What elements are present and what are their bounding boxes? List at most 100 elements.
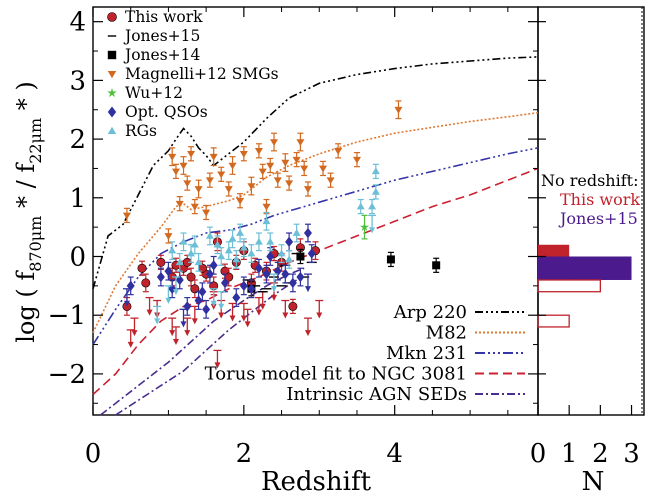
point-magnelli-12-smgs — [194, 186, 203, 193]
point-rgs — [190, 240, 199, 248]
x-tick-label: 0 — [85, 439, 102, 469]
upper-limit-arrow-head — [316, 312, 323, 319]
legend-marker-jones-14 — [107, 50, 117, 60]
series-this-work — [122, 232, 324, 369]
upper-limit-arrow-head — [259, 303, 266, 310]
upper-limit-arrow-head — [214, 362, 221, 369]
legend-label-jones-14: Jones+14 — [123, 46, 201, 64]
legend-label-intrinsic-agn-seds: Intrinsic AGN SEDs — [286, 384, 467, 405]
point-magnelli-12-smgs — [258, 168, 267, 176]
point-opt-qsos — [175, 274, 184, 286]
point-magnelli-12-smgs — [334, 148, 343, 155]
point-rgs — [228, 234, 237, 242]
point-opt-qsos — [296, 271, 305, 283]
point-rgs — [175, 258, 184, 266]
point-opt-qsos — [247, 283, 256, 294]
point-opt-qsos — [198, 286, 207, 297]
point-magnelli-12-smgs — [262, 203, 271, 211]
legend-marker-opt-qsos — [107, 106, 117, 118]
point-opt-qsos — [239, 280, 248, 292]
point-magnelli-12-smgs — [190, 203, 199, 211]
legend-marker-wu-12 — [107, 88, 117, 98]
point-magnelli-12-smgs — [202, 209, 211, 217]
point-magnelli-12-smgs — [394, 106, 403, 114]
upper-limit-arrow-head — [271, 294, 278, 301]
upper-limit-arrow-head — [154, 318, 161, 325]
point-opt-qsos — [307, 248, 316, 259]
point-opt-qsos — [205, 268, 214, 280]
point-magnelli-12-smgs — [187, 150, 196, 158]
point-magnelli-12-smgs — [247, 183, 256, 191]
point-magnelli-12-smgs — [122, 212, 131, 220]
y-tick-label: 4 — [69, 8, 86, 38]
point-magnelli-12-smgs — [171, 168, 180, 176]
point-rgs — [277, 249, 286, 257]
upper-limit-arrow-head — [191, 318, 198, 325]
point-magnelli-12-smgs — [296, 139, 305, 147]
point-magnelli-12-smgs — [270, 139, 279, 147]
point-magnelli-12-smgs — [209, 153, 218, 161]
upper-limit-arrow-head — [218, 303, 225, 310]
hist-annotation-no-redshift: No redshift: — [541, 171, 638, 190]
curve-intrinsic-agn-seds-2 — [115, 279, 298, 416]
point-magnelli-12-smgs — [273, 177, 282, 185]
upper-limit-arrow-head — [304, 330, 311, 337]
point-magnelli-12-smgs — [266, 162, 275, 170]
point-opt-qsos — [262, 268, 271, 280]
point-jones-14 — [432, 261, 441, 270]
point-opt-qsos — [273, 265, 282, 277]
point-magnelli-12-smgs — [236, 197, 245, 205]
legend-label-jones-15: Jones+15 — [123, 27, 200, 45]
y-tick-label: 2 — [69, 125, 86, 155]
point-rgs — [254, 237, 263, 245]
upper-limit-arrow-head — [218, 312, 225, 319]
hist-bar-this-work — [538, 244, 570, 257]
series-magnelli-12-smgs — [122, 100, 403, 244]
point-opt-qsos — [303, 227, 312, 239]
upper-limit-arrow-head — [180, 321, 187, 328]
point-magnelli-12-smgs — [352, 156, 361, 164]
upper-limit-arrow-head — [244, 321, 251, 328]
upper-limit-arrow-head — [240, 315, 247, 322]
legend-label-rgs: RGs — [125, 122, 157, 140]
legend-label-torus-model-fit-to-ngc-3081: Torus model fit to NGC 3081 — [205, 364, 467, 385]
upper-limit-arrow-head — [169, 330, 176, 337]
histogram-bars — [537, 244, 632, 328]
point-magnelli-12-smgs — [239, 150, 248, 158]
series-wu-12 — [360, 214, 370, 240]
curve-intrinsic-agn-seds-1 — [100, 267, 305, 416]
hist-label-this-work: This work — [560, 190, 640, 209]
point-opt-qsos — [156, 271, 165, 283]
point-magnelli-12-smgs — [319, 165, 328, 173]
upper-limit-arrow-head — [229, 315, 236, 322]
point-rgs — [247, 249, 256, 257]
point-jones-14 — [386, 255, 395, 264]
point-this-work — [190, 284, 200, 294]
upper-limit-arrow-head — [146, 309, 153, 316]
y-tick-label: 0 — [69, 242, 86, 272]
point-rgs — [368, 202, 377, 210]
y-tick-label: −2 — [48, 360, 86, 390]
point-magnelli-12-smgs — [175, 200, 184, 208]
point-magnelli-12-smgs — [224, 186, 233, 193]
point-opt-qsos — [183, 301, 192, 312]
histogram-plot-frame — [537, 6, 645, 416]
upper-limit-arrow-head — [282, 312, 289, 319]
point-this-work — [186, 272, 196, 282]
point-opt-qsos — [220, 277, 229, 289]
point-magnelli-12-smgs — [168, 153, 177, 161]
y-axis-label: log ( f870μm * / f22μm * ) — [12, 81, 45, 343]
legend-label-magnelli-12-smgs: Magnelli+12 SMGs — [125, 65, 279, 83]
point-magnelli-12-smgs — [281, 159, 290, 167]
y-tick-label: 3 — [69, 66, 86, 96]
point-rgs — [285, 255, 294, 263]
point-opt-qsos — [285, 236, 294, 248]
point-magnelli-12-smgs — [183, 180, 192, 188]
legend-marker-magnelli-12-smgs — [107, 71, 117, 79]
upper-limit-arrow-head — [172, 289, 179, 296]
point-magnelli-12-smgs — [292, 156, 301, 164]
point-rgs — [217, 252, 226, 260]
legend-label-mkn-231: Mkn 231 — [386, 343, 467, 364]
